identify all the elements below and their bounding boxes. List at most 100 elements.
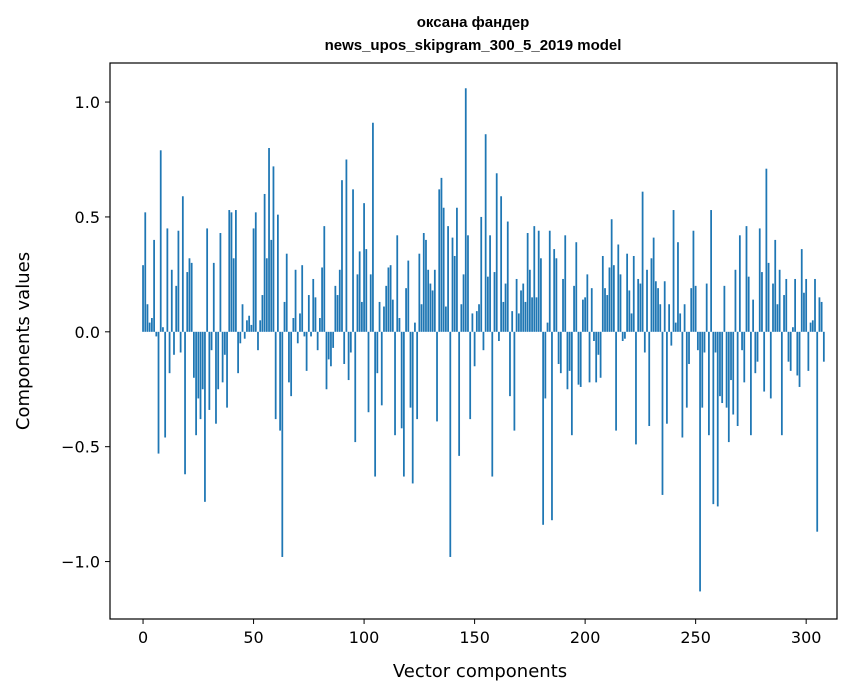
bar: [363, 203, 365, 332]
bar: [608, 267, 611, 332]
bar: [330, 331, 332, 367]
bar: [535, 297, 538, 332]
bar: [263, 193, 266, 332]
bar: [719, 331, 721, 397]
bar: [780, 331, 783, 436]
bar: [288, 331, 290, 383]
bar: [369, 274, 372, 332]
bar: [341, 180, 343, 332]
bar: [575, 242, 578, 332]
bar: [325, 331, 328, 390]
bar: [179, 331, 182, 353]
bar: [666, 331, 668, 424]
bar: [334, 285, 337, 332]
bar: [270, 239, 273, 332]
bar: [626, 253, 629, 332]
x-tick-label: 100: [349, 628, 380, 647]
bar: [447, 226, 449, 332]
bar: [725, 331, 728, 408]
bar: [593, 331, 595, 341]
bar: [449, 331, 452, 557]
chart-title-line-1: оксана фандер: [417, 14, 529, 31]
bar: [524, 301, 527, 332]
bar: [814, 278, 816, 332]
bar: [688, 331, 690, 364]
bar: [619, 274, 622, 332]
bar: [723, 285, 726, 332]
bar: [427, 269, 430, 332]
bar: [475, 311, 478, 332]
y-axis: −1.0 −0.5 0.0 0.5 1.0: [61, 93, 110, 572]
bar: [573, 285, 575, 332]
bar: [151, 318, 153, 332]
bar: [555, 258, 558, 332]
bar: [663, 281, 666, 332]
bar: [520, 290, 522, 332]
bar: [588, 331, 591, 383]
bar: [506, 221, 509, 332]
bar: [389, 265, 392, 332]
bar: [590, 288, 593, 332]
bar: [670, 331, 673, 346]
bar: [318, 318, 321, 332]
bar: [400, 331, 403, 429]
bar: [493, 272, 496, 332]
bar: [650, 258, 653, 332]
bar: [701, 331, 704, 408]
bar: [517, 313, 520, 332]
bar: [186, 272, 189, 332]
bar: [703, 331, 706, 353]
bar: [747, 276, 750, 332]
bar: [356, 274, 359, 332]
bar: [509, 331, 511, 397]
bar: [332, 331, 335, 348]
bar: [639, 283, 642, 332]
bar: [431, 290, 434, 332]
bar: [458, 331, 461, 456]
bar: [416, 331, 419, 420]
bar: [544, 331, 547, 399]
bar: [484, 134, 487, 332]
x-tick-label: 50: [243, 628, 263, 647]
bar: [473, 331, 476, 367]
bar: [272, 166, 275, 332]
bar: [268, 148, 270, 332]
bar: [694, 285, 697, 332]
bar: [648, 331, 651, 427]
bar: [372, 122, 374, 332]
bar: [743, 331, 746, 383]
bar: [352, 189, 354, 332]
bar: [604, 288, 606, 332]
bar: [798, 331, 801, 387]
bar: [542, 331, 545, 525]
bar: [621, 331, 624, 341]
bar: [223, 331, 226, 355]
bar: [425, 239, 427, 332]
bar: [155, 331, 158, 337]
bar: [394, 331, 396, 436]
bar: [783, 295, 785, 332]
bar: [195, 331, 197, 436]
bar: [595, 331, 598, 383]
bar: [482, 331, 485, 351]
bar: [414, 322, 416, 332]
bar: [489, 235, 491, 332]
bar: [248, 315, 251, 332]
bar: [305, 331, 308, 371]
bar: [548, 230, 551, 332]
bar: [570, 331, 573, 436]
y-tick-label: 1.0: [75, 93, 100, 112]
bar: [730, 331, 732, 381]
bar: [232, 258, 235, 332]
bar: [705, 283, 708, 332]
bar: [349, 331, 352, 353]
x-tick-label: 200: [570, 628, 601, 647]
bar: [792, 327, 794, 332]
bar: [420, 304, 423, 332]
bar: [820, 301, 823, 332]
bar: [708, 331, 710, 436]
bar: [206, 228, 209, 332]
bar: [453, 255, 456, 332]
bar: [646, 269, 648, 332]
bar: [303, 331, 306, 337]
